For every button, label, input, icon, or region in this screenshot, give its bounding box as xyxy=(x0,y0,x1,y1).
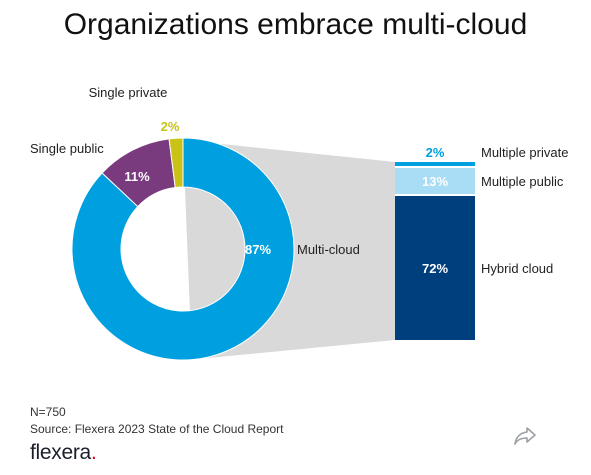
bar-label-multiple-public: Multiple public xyxy=(481,174,564,189)
bar-segment-multiple-public xyxy=(395,168,475,194)
chart-footer: N=750 Source: Flexera 2023 State of the … xyxy=(30,404,283,438)
logo-dot: . xyxy=(90,441,97,464)
logo-text: flexera xyxy=(30,441,91,464)
value-label-single-private: 2% xyxy=(161,119,180,134)
sample-size-note: N=750 xyxy=(30,405,66,419)
flexera-logo: flexera. xyxy=(30,441,97,465)
bar-value-multiple-public: 13% xyxy=(422,174,448,189)
chart-title: Organizations embrace multi-cloud xyxy=(63,8,528,41)
bar-segment-hybrid-cloud xyxy=(395,196,475,340)
share-icon[interactable] xyxy=(512,424,538,448)
category-label-multi-cloud: Multi-cloud xyxy=(297,242,360,257)
chart-svg: 87% Multi-cloud 11% Single public 2% Single p… xyxy=(30,85,568,361)
bar-label-hybrid-cloud: Hybrid cloud xyxy=(481,261,553,276)
donut-slice-multi-cloud xyxy=(71,137,295,361)
bar-value-hybrid-cloud: 72% xyxy=(422,261,448,276)
value-label-multi-cloud: 87% xyxy=(245,242,271,257)
bar-label-multiple-private: Multiple private xyxy=(481,145,568,160)
source-note: Source: Flexera 2023 State of the Cloud … xyxy=(30,422,284,436)
bar-segment-multiple-private xyxy=(395,162,475,166)
donut-slice-single-private xyxy=(168,137,184,189)
bar-value-multiple-private: 2% xyxy=(426,145,445,160)
category-label-single-private: Single private xyxy=(89,85,168,100)
category-label-single-public: Single public xyxy=(30,141,104,156)
value-label-single-public: 11% xyxy=(124,169,150,184)
